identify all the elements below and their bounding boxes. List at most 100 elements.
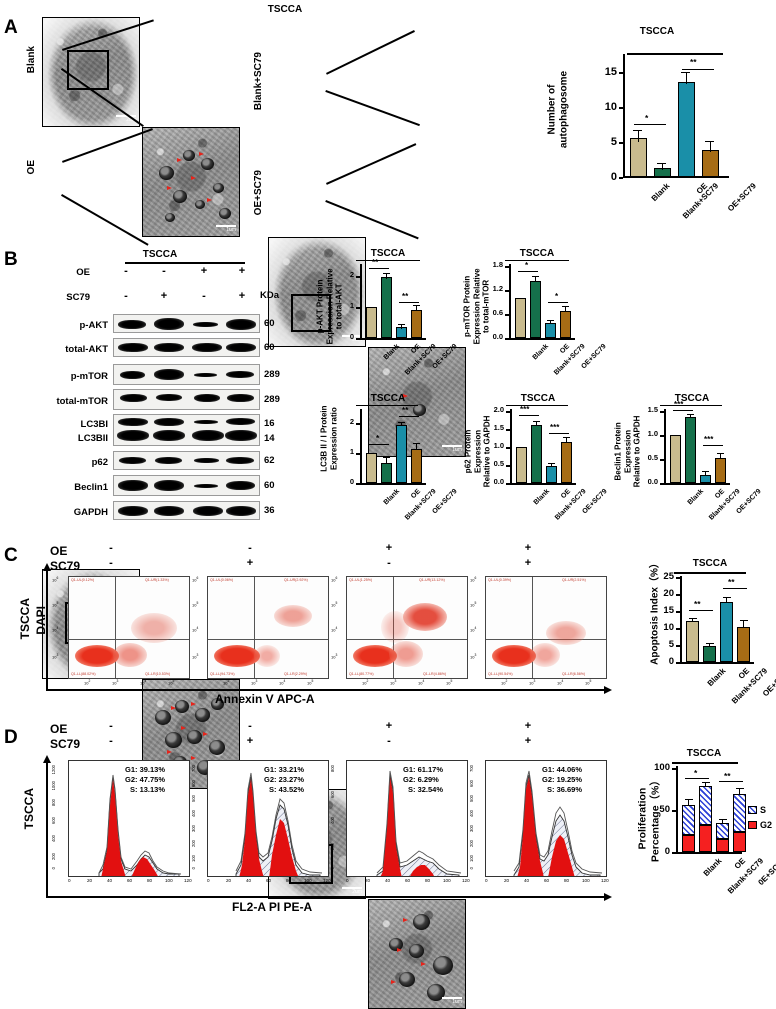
panel-c-yaxis-1: TSCCA bbox=[18, 598, 32, 640]
chart-title: TSCCA bbox=[370, 393, 406, 404]
xcat-0: Blank bbox=[705, 666, 728, 689]
kda-gapdh: 36 bbox=[264, 505, 275, 516]
panel-d-yaxis-label: TSCCA bbox=[22, 788, 36, 830]
quadrant-label-ll: Q1-LL(80.77%) bbox=[349, 672, 374, 676]
blot-band-row-total-akt bbox=[113, 338, 260, 357]
hist-curve bbox=[513, 770, 603, 876]
bar-oe bbox=[546, 466, 557, 483]
quadrant-label-ll: Q1-LL(90.54%) bbox=[488, 672, 513, 676]
blot-label-total-akt: total-AKT bbox=[65, 344, 108, 355]
arrow-icon bbox=[167, 186, 172, 190]
xcat-0: Blank bbox=[382, 343, 402, 362]
chart-ylabel: Beclin1 Protein Expression Relative to GAP… bbox=[613, 415, 642, 488]
hist-yticks-0: 1200 1000 800 600 400 200 0 bbox=[51, 765, 56, 870]
panel-b-title: TSCCA bbox=[142, 249, 178, 260]
blot-label-p62: p62 bbox=[91, 457, 108, 468]
blot-row-label-oe: OE bbox=[76, 267, 90, 278]
panel-a-letter: A bbox=[4, 17, 18, 38]
blot-label-p-mtor: p-mTOR bbox=[70, 371, 108, 382]
bar-blanksc79-g2 bbox=[699, 825, 712, 852]
panel-d-y-arrowhead bbox=[43, 755, 51, 763]
bar-oe-g2 bbox=[716, 839, 729, 852]
panel-c-x-arrowhead bbox=[604, 686, 612, 694]
panel-a-row-label-blank-sc79: Blank+SC79 bbox=[253, 52, 264, 111]
sc79-value-3: + bbox=[524, 557, 532, 569]
chart-proliferation: TSCCA Proliferation Percentage（%） 0 50 10… bbox=[620, 748, 776, 908]
bar-oe bbox=[678, 82, 695, 177]
panel-a-row-label-oe: OE bbox=[26, 160, 37, 175]
bar-oe-s bbox=[716, 823, 729, 839]
blot-label-lc3bii: LC3BII bbox=[77, 433, 108, 444]
xcat-2: OE bbox=[559, 488, 573, 501]
panel-a-title: TSCCA bbox=[267, 4, 303, 15]
quadrant-label-ll: Q1-LL(94.73%) bbox=[210, 672, 235, 676]
quadrant-label-ll: Q1-LL(88.02%) bbox=[71, 672, 96, 676]
bar-oe bbox=[720, 602, 733, 662]
flow-yticks-0: 106 105 104 103 bbox=[52, 576, 59, 660]
sc79-value-0: - bbox=[109, 557, 113, 569]
panel-c-letter: C bbox=[4, 545, 18, 566]
bar-blank-sc79 bbox=[531, 425, 542, 483]
zoom-guide-line bbox=[62, 128, 153, 163]
hist-yticks-3: 700 600 500 400 300 200 100 0 bbox=[469, 765, 474, 870]
kda-p-mtor: 289 bbox=[264, 369, 280, 380]
hist-xticks-2: 0 20 40 60 80 100 120 bbox=[346, 878, 470, 883]
panel-a-row-label-blank: Blank bbox=[26, 46, 37, 74]
quadrant-label-lr: Q1-LR(4.86%) bbox=[423, 672, 447, 676]
bar-blank-sc79 bbox=[381, 277, 392, 338]
quadrant-label-ul: Q1-UL(0.12%) bbox=[71, 578, 95, 582]
sig-star-1: * bbox=[376, 434, 380, 443]
blot-label-total-mtor: total-mTOR bbox=[56, 396, 108, 407]
bar-blank-sc79 bbox=[381, 463, 392, 483]
legend-label-s: S bbox=[760, 805, 767, 815]
chart-lc3b: TSCCA LC3B II / I Protein Expression rati… bbox=[319, 393, 459, 522]
bar-oe bbox=[545, 323, 556, 338]
quadrant-label-ur: Q1-UR(2.51%) bbox=[562, 578, 586, 582]
chart-title: TSCCA bbox=[519, 248, 555, 259]
oe-value-3: + bbox=[238, 265, 246, 277]
quadrant-label-ur: Q1-UR(1.33%) bbox=[145, 578, 169, 582]
bar-oe-sc79 bbox=[702, 150, 719, 177]
blot-band-row-p62 bbox=[113, 451, 260, 470]
chart-title: TSCCA bbox=[686, 748, 722, 759]
chart-p-mtor: TSCCA p-mTOR Protein Expression Relative t… bbox=[462, 248, 608, 377]
hist-plot-oe: G1: 61.17% G2: 6.29% S: 32.54% bbox=[346, 760, 468, 877]
bar-oe-sc79 bbox=[560, 311, 571, 338]
hist-yticks-2: 800 600 400 200 0 bbox=[330, 765, 335, 870]
xcat-0: Blank bbox=[701, 856, 724, 879]
chart-title: TSCCA bbox=[370, 248, 406, 259]
bar-oe-sc79 bbox=[737, 627, 750, 662]
bar-oe bbox=[396, 425, 407, 483]
figure-root: A TSCCA Blank OE Blank+SC79 OE+SC79 2um … bbox=[4, 4, 776, 1009]
bar-oe-sc79 bbox=[411, 310, 422, 338]
panel-b-letter: B bbox=[4, 249, 18, 270]
hist-stats-oe-sc79: G1: 44.06% G2: 19.25% S: 36.69% bbox=[542, 765, 583, 795]
kda-header: KDa bbox=[260, 290, 280, 301]
flow-xticks-3: 102 103 104 105 bbox=[501, 679, 592, 686]
quadrant-label-ul: Q1-UL(0.39%) bbox=[488, 578, 512, 582]
panel-c-x-arrow bbox=[46, 689, 606, 691]
bar-oesc79-g2 bbox=[733, 832, 746, 852]
hist-plot-blank-sc79: G1: 33.21% G2: 23.27% S: 43.52% bbox=[207, 760, 329, 877]
chart-autophagosome: TSCCA Number of autophagosome 0 5 10 15 * bbox=[546, 26, 758, 221]
blot-band-row-gapdh bbox=[113, 501, 260, 520]
panel-d-x-arrowhead bbox=[604, 893, 612, 901]
blot-band-row-p-mtor bbox=[113, 364, 260, 385]
legend-swatch-s bbox=[748, 806, 757, 814]
blot-label-gapdh: GAPDH bbox=[73, 507, 108, 518]
oe-value-1: - bbox=[162, 265, 166, 277]
chart-title: TSCCA bbox=[674, 393, 710, 404]
hist-row-label-sc79: SC79 bbox=[50, 737, 81, 751]
xcat-0: Blank bbox=[382, 488, 402, 507]
bar-blank bbox=[670, 435, 681, 483]
blot-band-row-p-akt bbox=[113, 314, 260, 333]
tem-image-blank-lowmag: 2um bbox=[42, 17, 140, 127]
sig-star-1: * bbox=[525, 261, 529, 270]
chart-title: TSCCA bbox=[520, 393, 556, 404]
flow-plot-oe: Q1-UL(1.25%) Q1-UR(13.12%) Q1-LL(80.77%)… bbox=[346, 576, 468, 679]
blot-label-p-akt: p-AKT bbox=[79, 320, 109, 331]
legend-label-g2: G2 bbox=[760, 820, 773, 830]
quadrant-label-ur: Q1-UR(2.92%) bbox=[284, 578, 308, 582]
kda-lc3bii: 14 bbox=[264, 433, 275, 444]
chart-ylabel: LC3B II / I Protein Expression ratio bbox=[319, 405, 338, 472]
